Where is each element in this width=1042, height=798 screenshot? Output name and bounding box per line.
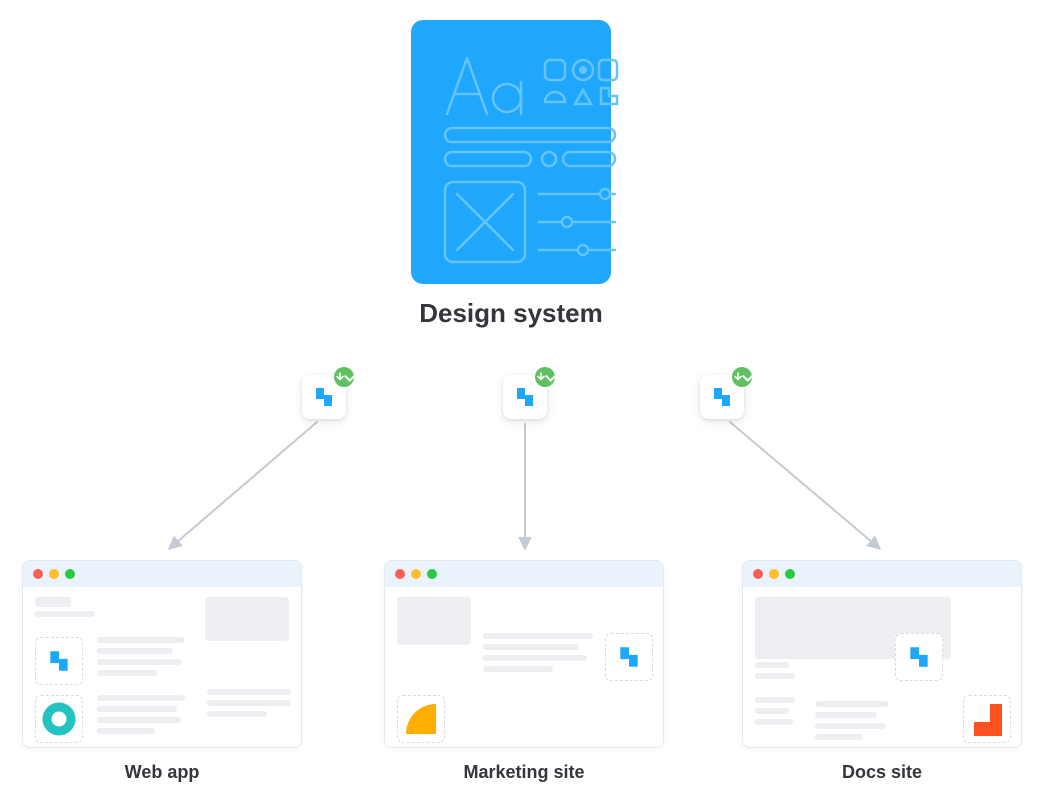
design-system-illustration [427,36,627,300]
component-shape-icon [312,385,336,409]
browser-mock [384,560,664,748]
text-line [755,673,795,679]
window-dot-icon [753,569,763,579]
text-line [755,662,789,668]
package-badge [503,375,547,419]
text-line [97,670,157,676]
text-line [483,633,593,639]
window-dot-icon [769,569,779,579]
component-shape-icon [616,644,642,670]
lshape-icon [972,702,1002,736]
text-line [815,712,877,718]
component-placeholder [35,637,83,685]
window-dot-icon [65,569,75,579]
design-system-card [411,20,611,284]
text-line [97,728,155,734]
text-line [97,659,181,665]
text-line [97,648,173,654]
skeleton [397,597,457,645]
window-dot-icon [49,569,59,579]
window-dot-icon [427,569,437,579]
browser-body [23,587,301,747]
component-placeholder [397,695,445,743]
browser-body [743,587,1021,747]
download-indicator-icon [535,367,555,387]
component-shape-icon [710,385,734,409]
diagram-stage: Design system Web app Marketing site Docs … [0,0,1042,798]
text-line [97,695,185,701]
text-line [755,719,793,725]
browser-mock [22,560,302,748]
component-placeholder [895,633,943,681]
browser-body [385,587,663,747]
image-block [205,597,289,641]
package-badge [700,375,744,419]
download-indicator-icon [732,367,752,387]
window-dot-icon [395,569,405,579]
browser-label: Marketing site [384,762,664,783]
design-system-title: Design system [311,298,711,329]
text-line [755,708,789,714]
quarter-icon [404,702,438,736]
component-shape-icon [513,385,537,409]
component-placeholder [963,695,1011,743]
browser-chrome [23,561,301,587]
browser-label: Docs site [742,762,1022,783]
text-line [483,666,553,672]
text-line [207,689,291,695]
text-line [97,717,181,723]
text-line [97,637,185,643]
browser-chrome [385,561,663,587]
text-line [815,723,885,729]
browser-mock [742,560,1022,748]
browser-label: Web app [22,762,302,783]
text-line [815,701,889,707]
text-line [815,734,863,740]
window-dot-icon [33,569,43,579]
text-line [483,655,587,661]
text-line [207,711,267,717]
title-bar [35,597,71,607]
text-line [97,706,177,712]
text-line [755,697,795,703]
component-shape-icon [906,644,932,670]
text-line [483,644,579,650]
window-dot-icon [411,569,421,579]
component-placeholder [605,633,653,681]
browser-chrome [743,561,1021,587]
donut-icon [42,702,76,736]
text-line [207,700,291,706]
package-badge [302,375,346,419]
component-shape-icon [46,648,72,674]
window-dot-icon [785,569,795,579]
skeleton [35,611,95,617]
component-placeholder [35,695,83,743]
download-indicator-icon [334,367,354,387]
